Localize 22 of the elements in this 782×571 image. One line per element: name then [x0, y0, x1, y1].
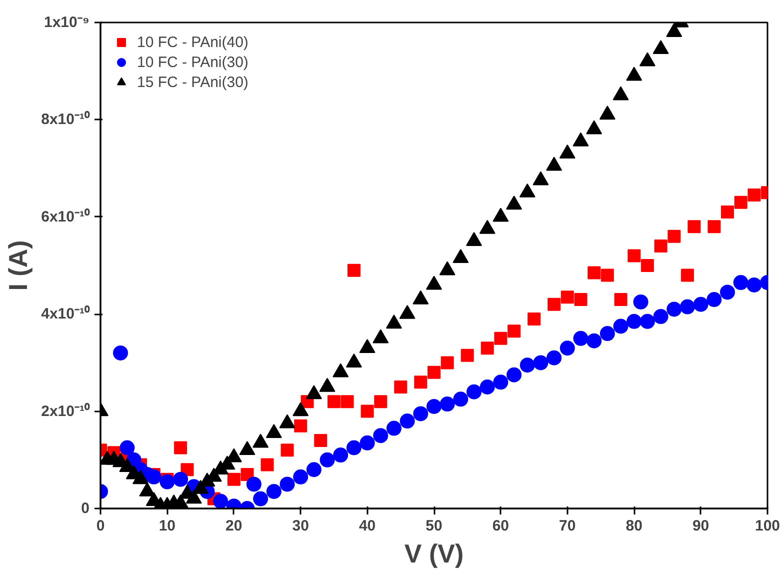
x-axis-title: V (V) — [404, 538, 464, 568]
y-tick-label: 8x10⁻¹⁰ — [41, 110, 90, 128]
x-tick-label: 20 — [226, 518, 242, 534]
x-tick-label: 10 — [158, 518, 176, 534]
x-tick-label: 40 — [358, 518, 376, 534]
x-tick-label: 90 — [692, 518, 710, 534]
legend-label: 10 FC - PAni(40) — [137, 34, 248, 50]
legend-label: 10 FC - PAni(30) — [137, 54, 248, 70]
y-tick-label: 4x10⁻¹⁰ — [41, 304, 90, 323]
y-tick-label: 0 — [81, 500, 90, 517]
x-tick-label: 30 — [292, 518, 309, 534]
x-tick-label: 70 — [559, 518, 576, 534]
y-axis-title: I (A) — [3, 240, 34, 291]
x-tick-label: 0 — [96, 518, 105, 534]
y-tick-label: 1x10⁻⁹ — [44, 14, 90, 31]
x-tick-label: 100 — [754, 518, 780, 534]
y-tick-label: 2x10⁻¹⁰ — [41, 402, 90, 420]
y-tick-label: 6x10⁻¹⁰ — [41, 207, 90, 226]
x-tick-label: 60 — [492, 518, 510, 534]
legend-label: 15 FC - PAni(30) — [137, 74, 248, 90]
x-tick-label: 50 — [426, 518, 442, 534]
x-tick-label: 80 — [626, 518, 642, 534]
